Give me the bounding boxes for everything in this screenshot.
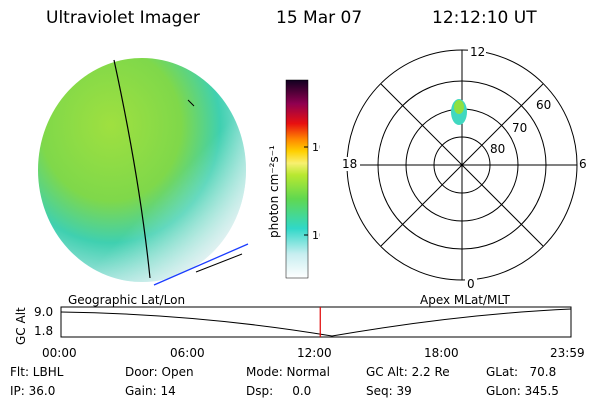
timeline-y-min: 1.8 — [34, 324, 54, 338]
uv-disk-image — [38, 58, 249, 286]
polar-plot: 12 0 18 6 60 70 80 — [340, 45, 590, 290]
x-tick-1200: 12:00 — [297, 346, 332, 360]
timeline-y-max: 9.0 — [34, 305, 54, 319]
lat-label-80: 80 — [490, 142, 505, 156]
info-glon: GLon: 345.5 — [486, 384, 559, 398]
x-tick-0600: 06:00 — [170, 346, 205, 360]
lat-label-70: 70 — [512, 121, 527, 135]
mlt-label-18: 18 — [342, 157, 357, 171]
mlt-label-12: 12 — [470, 45, 485, 59]
time-label: 12:12:10 UT — [432, 8, 537, 28]
info-flt: Flt: LBHL — [10, 365, 64, 379]
colorbar-tick-100: 100 — [312, 141, 320, 154]
date-label: 15 Mar 07 — [276, 8, 363, 28]
app-title: Ultraviolet Imager — [46, 8, 200, 28]
info-ip: IP: 36.0 — [10, 384, 56, 398]
timeline-left-title: Geographic Lat/Lon — [68, 293, 186, 307]
limb-line — [153, 243, 249, 286]
timeline-y-label: GC Alt — [14, 307, 28, 345]
x-tick-2359: 23:59 — [550, 346, 585, 360]
info-glat: GLat: 70.8 — [486, 365, 557, 379]
mlt-label-0: 0 — [467, 277, 475, 290]
info-mode: Mode: Normal — [246, 365, 330, 379]
x-tick-1800: 18:00 — [424, 346, 459, 360]
info-door: Door: Open — [125, 365, 194, 379]
altitude-curve — [60, 308, 572, 337]
timeline-right-title: Apex MLat/MLT — [420, 293, 510, 307]
colorbar: 100 10 photon cm⁻²s⁻¹ — [267, 79, 320, 279]
mlt-label-6: 6 — [579, 157, 587, 171]
lat-label-60: 60 — [536, 98, 551, 112]
timeline-plot — [60, 306, 572, 338]
colorbar-label: photon cm⁻²s⁻¹ — [267, 145, 281, 238]
terminator-line — [113, 59, 151, 279]
info-gain: Gain: 14 — [125, 384, 176, 398]
x-tick-0000: 00:00 — [42, 346, 77, 360]
info-seq: Seq: 39 — [366, 384, 412, 398]
info-dsp: Dsp: 0.0 — [246, 384, 312, 398]
info-gcalt: GC Alt: 2.2 Re — [366, 365, 450, 379]
colorbar-tick-10: 10 — [312, 229, 320, 242]
